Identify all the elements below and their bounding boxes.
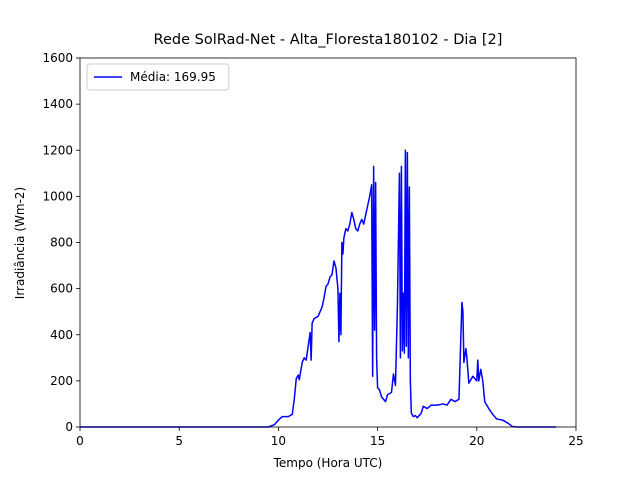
legend (86, 63, 230, 91)
y-tick-label: 800 (50, 236, 73, 250)
x-tick-label: 20 (469, 434, 484, 448)
x-tick-label: 15 (370, 434, 385, 448)
x-tick-label: 10 (271, 434, 286, 448)
y-tick-label: 1000 (42, 189, 73, 203)
x-tick-label: 25 (568, 434, 583, 448)
y-tick-label: 400 (50, 328, 73, 342)
x-tick-label: 5 (175, 434, 183, 448)
y-tick-label: 1400 (42, 97, 73, 111)
y-axis-label: Irradiância (Wm-2) (13, 187, 27, 299)
legend-label: Média: 169.95 (130, 70, 216, 84)
x-axis-label: Tempo (Hora UTC) (273, 456, 383, 470)
y-tick-label: 1600 (42, 51, 73, 65)
chart-title: Rede SolRad-Net - Alta_Floresta180102 - … (154, 32, 503, 48)
y-tick-label: 200 (50, 374, 73, 388)
y-tick-label: 600 (50, 282, 73, 296)
x-tick-label: 0 (76, 434, 84, 448)
y-tick-label: 0 (65, 420, 73, 434)
y-tick-label: 1200 (42, 143, 73, 157)
plot-frame (79, 57, 577, 428)
series-line (80, 149, 557, 428)
